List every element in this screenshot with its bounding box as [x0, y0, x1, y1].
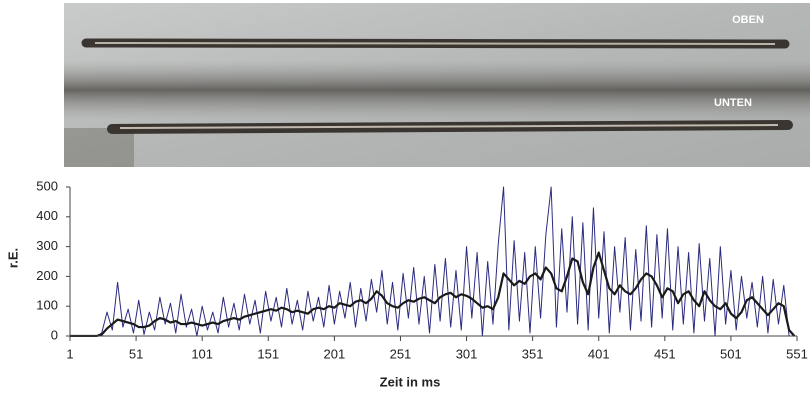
y-tick-label: 400 — [36, 208, 58, 223]
x-tick-label: 501 — [720, 346, 742, 361]
x-tick-label: 401 — [588, 346, 610, 361]
soot-band — [64, 60, 810, 120]
weld-highlight — [119, 124, 779, 129]
x-axis-label: Zeit in ms — [380, 374, 441, 389]
photo-label: UNTEN — [714, 97, 752, 109]
y-tick-label: 500 — [36, 178, 58, 193]
x-tick-label: 151 — [257, 346, 279, 361]
y-tick-label: 200 — [36, 268, 58, 283]
data-line — [70, 251, 796, 337]
data-line — [70, 186, 795, 337]
y-tick-label: 300 — [36, 238, 58, 253]
x-tick-label: 51 — [129, 346, 143, 361]
weld-highlight — [94, 42, 776, 45]
x-tick-label: 551 — [786, 346, 808, 361]
y-tick-label: 0 — [51, 327, 58, 342]
x-tick-label: 201 — [324, 346, 346, 361]
plot-area — [70, 186, 796, 337]
soot-corner — [64, 128, 134, 167]
y-axis-label: r.E. — [5, 248, 20, 268]
photo-label: OBEN — [732, 14, 764, 26]
photo: OBEN UNTEN — [64, 3, 810, 167]
y-tick-label: 100 — [36, 298, 58, 313]
x-tick-label: 251 — [390, 346, 412, 361]
x-tick-label: 451 — [654, 346, 676, 361]
x-tick-label: 301 — [456, 346, 478, 361]
x-tick-label: 1 — [66, 346, 73, 361]
x-tick-label: 351 — [522, 346, 544, 361]
x-tick-label: 101 — [191, 346, 213, 361]
